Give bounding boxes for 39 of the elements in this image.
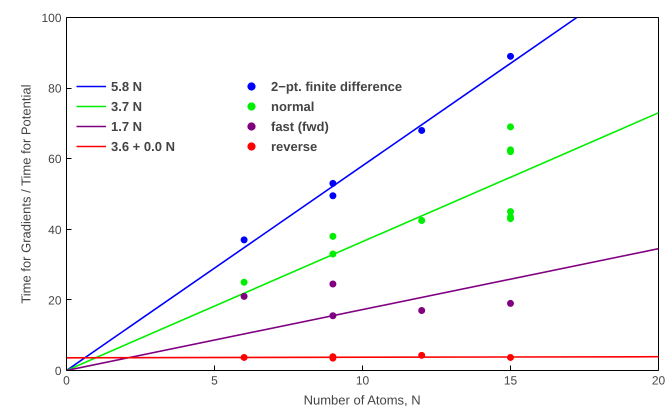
legend-label: 3.7 N (111, 98, 142, 115)
y-tick-label: 60 (48, 152, 62, 166)
point (329, 232, 336, 240)
y-axis-title: Time for Gradients / Time for Potential (18, 84, 34, 304)
point (507, 123, 514, 130)
x-tick-label: 0 (63, 374, 70, 388)
point (507, 52, 514, 60)
x-tick-label: 5 (211, 374, 218, 388)
y-tick-label: 100 (41, 11, 62, 25)
x-tick-label: 15 (504, 374, 518, 388)
point (329, 312, 336, 320)
point (240, 292, 248, 300)
legend-label: 3.6 + 0.0 N (111, 138, 175, 155)
point (418, 126, 426, 134)
y-tick-label: 0 (54, 364, 62, 378)
point (418, 306, 426, 314)
point (507, 300, 514, 307)
point (418, 352, 426, 359)
x-tick-label: 20 (652, 374, 666, 388)
point (329, 280, 336, 288)
y-tick-label: 40 (48, 222, 62, 237)
x-axis-title: Number of Atoms, N (304, 392, 421, 408)
legend-label: 2−pt. finite difference (271, 78, 402, 95)
point (507, 354, 514, 361)
point (418, 216, 426, 224)
legend-label: 5.8 N (111, 78, 142, 95)
point (329, 180, 336, 187)
point (329, 192, 336, 200)
legend-label: fast (fwd) (271, 118, 329, 135)
legend-label: normal (271, 98, 314, 115)
legend-label: reverse (271, 138, 318, 155)
legend-label: 1.7 N (111, 118, 142, 135)
point (240, 354, 248, 361)
y-tick-label: 20 (48, 293, 62, 308)
y-tick-label: 80 (48, 82, 62, 96)
x-tick-label: 10 (356, 374, 370, 388)
point (240, 278, 248, 286)
point (240, 236, 248, 244)
point (329, 250, 336, 258)
